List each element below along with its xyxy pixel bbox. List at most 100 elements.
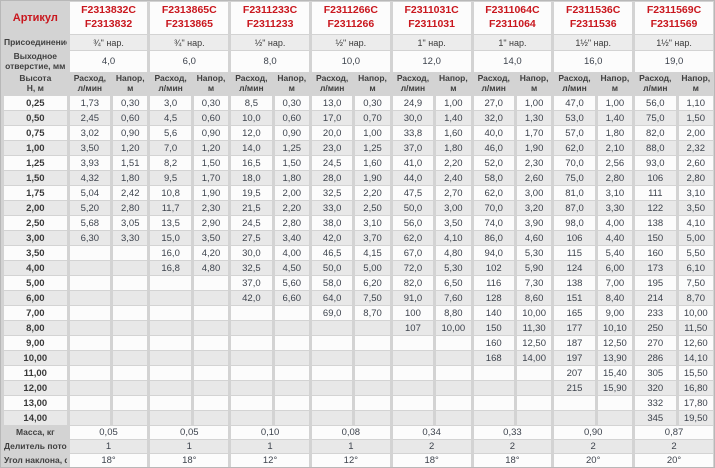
head-value-cell: [355, 366, 390, 380]
head-value-cell: 12,50: [597, 336, 633, 350]
flow-value-cell: 3,93: [69, 156, 111, 170]
flow-value-cell: 100: [392, 306, 434, 320]
head-value-cell: 10,00: [678, 306, 713, 320]
flow-value-cell: 86,0: [473, 231, 514, 245]
flow-header-text: л/мин: [77, 83, 103, 93]
head-value-cell: [113, 351, 148, 365]
height-column-label-text: Высота: [19, 73, 52, 84]
flow-value-cell-text: 3,0: [164, 97, 178, 109]
mass-row-label-text: Масса, кг: [15, 426, 55, 437]
flow-value-cell: 27,5: [231, 231, 272, 245]
flow-value-cell: 32,5: [311, 186, 353, 200]
data-row: 0,50 2,45 0,60 4,5 0,60 10,0 0,60 17,0 0,70 30,0 1…: [4, 111, 713, 125]
head-header-text: м: [288, 83, 295, 93]
flow-value-cell-text: 30,0: [403, 112, 423, 124]
flow-value-cell: 27,0: [473, 96, 514, 110]
mass-cell: 0,90: [554, 426, 633, 439]
head-value-cell: [193, 366, 229, 380]
head-value-cell-text: 3,20: [524, 202, 544, 214]
outlet-cell: 14,0: [473, 51, 552, 72]
mass-cell: 0,33: [473, 426, 552, 439]
flow-value-cell: 67,0: [392, 246, 434, 260]
flow-value-cell-text: 107: [405, 322, 421, 334]
flow-header-text: Расход,: [639, 73, 672, 84]
flow-value-cell: 81,0: [554, 186, 595, 200]
head-value-cell: 10,10: [597, 321, 633, 335]
article-cell: F2313865C F2313865: [150, 2, 229, 34]
head-value-cell-text: 7,30: [524, 277, 544, 289]
head-value-cell: [274, 411, 309, 425]
head-value-cell-text: 0,30: [201, 97, 221, 109]
outlet-row-label-text: Выходное: [13, 51, 58, 61]
flow-value-cell-text: 140: [485, 307, 502, 319]
head-value-cell-text: 4,80: [201, 262, 221, 274]
flow-value-cell: [150, 411, 191, 425]
flow-value-cell-text: 102: [485, 262, 502, 274]
head-value-cell-text: 2,70: [444, 187, 463, 199]
angle-cell: 18°: [69, 454, 148, 467]
head-value-cell: [516, 411, 552, 425]
flow-value-cell: 42,0: [231, 291, 272, 305]
head-value-cell: 10,00: [516, 306, 552, 320]
head-value-cell-text: 19,50: [683, 412, 708, 424]
flow-value-cell-text: 62,0: [565, 142, 584, 154]
head-value-cell: 1,51: [113, 156, 148, 170]
head-value-cell: 3,70: [355, 231, 390, 245]
article-cell-text: F2311536C: [566, 4, 621, 17]
height-cell-text: 1,75: [26, 187, 45, 199]
height-cell: 10,00: [4, 351, 67, 365]
flow-value-cell: 70,0: [554, 156, 595, 170]
head-header-text: м: [692, 83, 699, 93]
height-cell-text: 0,25: [26, 97, 45, 109]
head-value-cell: [193, 381, 229, 395]
head-value-cell: 3,00: [436, 201, 471, 215]
flow-value-cell-text: 13,0: [322, 97, 342, 109]
flow-value-cell-text: 1,73: [80, 97, 100, 109]
article-cell: F2313832C F2313832: [69, 2, 148, 34]
flow-value-cell: 11,7: [150, 201, 191, 215]
flow-header-text: Расход,: [154, 73, 187, 84]
flow-value-cell: 94,0: [473, 246, 514, 260]
head-value-cell: 19,50: [678, 411, 713, 425]
head-value-cell-text: 6,00: [605, 262, 625, 274]
head-value-cell-text: 2,20: [444, 157, 463, 169]
connection-cell: 1½" нар.: [635, 35, 713, 50]
flow-value-cell-text: 17,0: [322, 112, 342, 124]
head-value-cell: 1,25: [274, 141, 309, 155]
head-value-cell-text: 2,90: [201, 217, 221, 229]
flow-value-cell: 42,0: [311, 231, 353, 245]
head-value-cell: [355, 321, 390, 335]
flow-value-cell: 250: [635, 321, 676, 335]
angle-cell-text: 12°: [262, 455, 278, 466]
flow-value-cell-text: 195: [647, 277, 664, 289]
flow-value-cell-text: 18,0: [242, 172, 261, 184]
data-row: 14,00 345 19,50: [4, 411, 713, 425]
flow-value-cell-text: 100: [405, 307, 421, 319]
flow-value-cell-text: 270: [647, 337, 664, 349]
flow-value-cell: [69, 411, 111, 425]
connection-row-label: Присоединение: [4, 35, 67, 50]
height-cell: 11,00: [4, 366, 67, 380]
connection-row: Присоединение ¾" нар. ¾" нар. ½" нар. ½" нар…: [4, 35, 713, 50]
head-value-cell-text: 2,20: [363, 187, 382, 199]
head-value-cell: [113, 291, 148, 305]
flow-value-cell-text: 47,5: [403, 187, 423, 199]
head-value-cell: 1,30: [516, 111, 552, 125]
flow-value-cell-text: 11,7: [161, 202, 180, 214]
flow-value-cell-text: 70,0: [565, 157, 584, 169]
flow-value-cell: 138: [635, 216, 676, 230]
data-row: 5,00 37,0 5,60 58,0 6,20 82,0 6,50 116 7,30 138 7,…: [4, 276, 713, 290]
article-cell-text: F2313832C: [81, 4, 136, 17]
flow-value-cell-text: 93,0: [646, 157, 665, 169]
head-value-cell-text: 1,00: [605, 97, 625, 109]
head-value-cell: 6,10: [678, 261, 713, 275]
flow-value-cell: 37,0: [392, 141, 434, 155]
flow-value-cell-text: 151: [566, 292, 583, 304]
head-value-cell: 2,80: [113, 201, 148, 215]
height-cell: 1,00: [4, 141, 67, 155]
head-value-cell-text: 0,90: [201, 127, 221, 139]
article-row-label: Артикул: [4, 2, 67, 34]
angle-row: Угол наклона, α 18° 18° 12° 12° 18° 18° 20° 20°: [4, 454, 713, 467]
head-value-cell-text: 0,70: [363, 112, 382, 124]
height-column-label-text: Н, м: [26, 83, 44, 93]
